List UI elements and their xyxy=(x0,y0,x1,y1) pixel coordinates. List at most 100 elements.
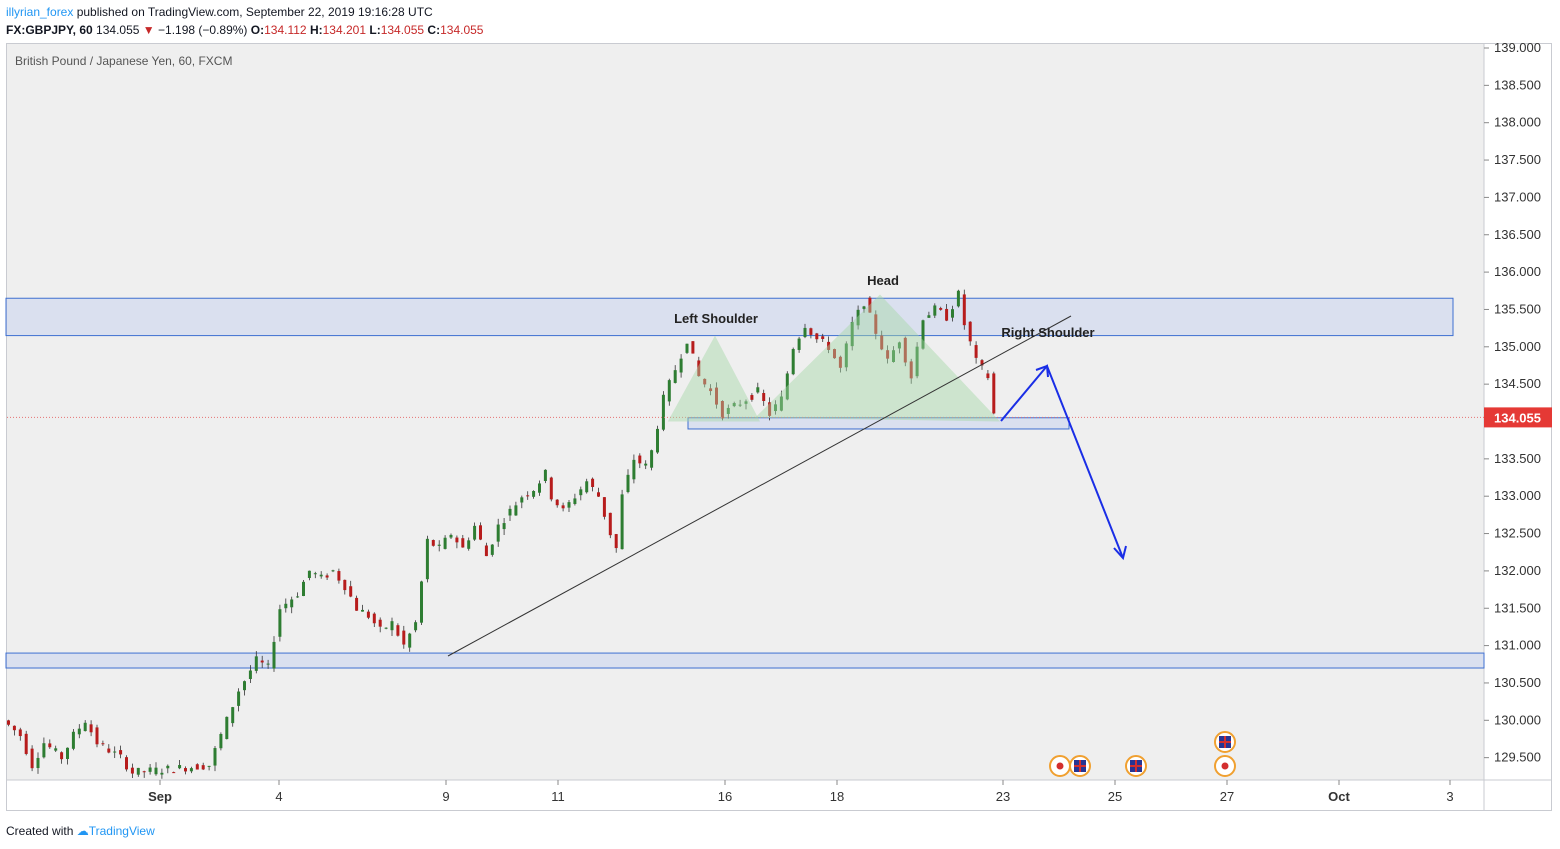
candle-body xyxy=(762,393,766,401)
y-tick-label: 133.500 xyxy=(1494,451,1541,466)
x-tick-label: 9 xyxy=(442,789,449,804)
candle-body xyxy=(726,407,730,414)
candle-body xyxy=(567,502,571,508)
candle-body xyxy=(732,403,736,407)
candle-body xyxy=(207,765,211,767)
candle-body xyxy=(697,360,701,377)
candle-body xyxy=(142,771,146,773)
candle-body xyxy=(89,724,93,733)
candle-body xyxy=(42,743,46,758)
zone-resistance[interactable] xyxy=(5,297,1454,337)
candle-body xyxy=(880,335,884,350)
candle-body xyxy=(396,625,400,636)
candle-body xyxy=(892,350,895,362)
high-label: H: xyxy=(309,23,323,37)
candle-body xyxy=(18,729,22,737)
candle-body xyxy=(160,772,164,775)
candle-body xyxy=(30,748,34,769)
candle-body xyxy=(579,489,583,496)
candle-body xyxy=(980,360,984,366)
candle-body xyxy=(921,320,925,349)
candle-body xyxy=(479,525,482,540)
x-tick-label: 23 xyxy=(996,789,1010,804)
y-tick-label: 130.000 xyxy=(1494,712,1541,727)
left-shoulder-shape xyxy=(667,335,760,422)
candle-body xyxy=(962,294,966,326)
last-price-label: 134.055 xyxy=(1494,410,1541,425)
candle-body xyxy=(703,378,707,385)
candle-body xyxy=(296,596,300,598)
arrowhead-up-icon xyxy=(1035,364,1049,378)
created-with-text: Created with xyxy=(6,824,74,838)
x-tick-label: 25 xyxy=(1108,789,1122,804)
y-tick-label: 138.500 xyxy=(1494,77,1541,92)
high-value: 134.201 xyxy=(322,23,367,37)
candle-body xyxy=(343,579,347,591)
y-tick-label: 139.000 xyxy=(1494,40,1541,55)
candle-body xyxy=(7,720,10,725)
candle-body xyxy=(272,641,276,669)
candle-body xyxy=(644,463,648,466)
y-tick-label: 131.500 xyxy=(1494,600,1541,615)
flag-sun-icon xyxy=(1221,762,1229,770)
y-tick-label: 136.500 xyxy=(1494,227,1541,242)
candle-body xyxy=(231,707,235,724)
candle-body xyxy=(107,748,111,753)
candle-body xyxy=(125,757,128,770)
candle-body xyxy=(974,345,978,358)
candle-body xyxy=(372,613,376,624)
candle-body xyxy=(656,428,659,453)
down-arrow-icon: ▼ xyxy=(142,23,155,37)
candle-body xyxy=(791,349,795,375)
footer: Created with ☁TradingView xyxy=(6,824,155,838)
trendline[interactable] xyxy=(447,315,1072,657)
close-label: C: xyxy=(427,23,441,37)
y-tick-label: 132.500 xyxy=(1494,526,1541,541)
candle-body xyxy=(254,656,258,671)
candle-body xyxy=(420,581,423,623)
candle-body xyxy=(319,574,323,577)
candle-body xyxy=(48,743,52,748)
candle-body xyxy=(915,346,919,377)
candle-body xyxy=(844,343,848,368)
y-tick-label: 133.000 xyxy=(1494,488,1541,503)
candle-body xyxy=(302,581,305,596)
y-tick-label: 131.000 xyxy=(1494,638,1541,653)
candle-body xyxy=(738,404,742,406)
candle-body xyxy=(355,597,359,611)
candle-body xyxy=(549,477,553,500)
candle-body xyxy=(184,768,187,772)
tradingview-brand[interactable]: TradingView xyxy=(88,824,155,838)
candle-body xyxy=(219,733,223,749)
y-tick-label: 132.000 xyxy=(1494,563,1541,578)
zone-support[interactable] xyxy=(5,652,1485,669)
candle-body xyxy=(626,474,630,493)
candle-body xyxy=(927,315,931,318)
candle-body xyxy=(101,743,105,745)
candle-body xyxy=(797,338,801,350)
candle-body xyxy=(136,767,140,775)
candle-body xyxy=(868,297,872,313)
candle-body xyxy=(774,404,777,412)
x-tick-label: 3 xyxy=(1446,789,1453,804)
candle-body xyxy=(484,545,488,557)
candle-body xyxy=(313,573,317,575)
candle-body xyxy=(650,450,654,468)
author-link[interactable]: illyrian_forex xyxy=(6,5,74,19)
flag-sun-icon xyxy=(1056,762,1064,770)
candle-body xyxy=(785,373,789,400)
candle-body xyxy=(951,309,954,318)
candle-body xyxy=(715,387,718,405)
x-tick-label: Oct xyxy=(1328,789,1350,804)
candle-body xyxy=(803,327,807,338)
candle-body xyxy=(496,524,500,542)
candle-body xyxy=(561,505,565,509)
candle-body xyxy=(449,534,453,538)
candle-body xyxy=(543,469,547,482)
candle-body xyxy=(815,333,819,340)
open-label: O: xyxy=(250,23,265,37)
change-value: −1.198 (−0.89%) xyxy=(158,23,248,37)
candle-body xyxy=(945,308,949,321)
candle-body xyxy=(874,314,878,334)
